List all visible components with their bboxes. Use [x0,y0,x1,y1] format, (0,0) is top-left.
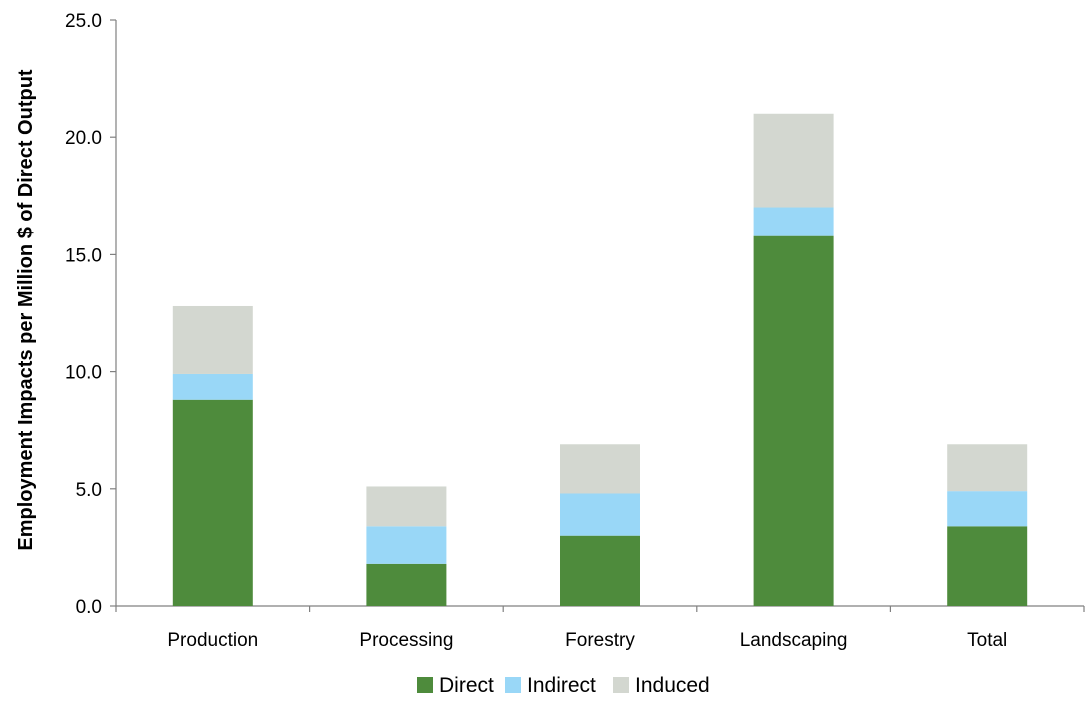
bar-induced-total [947,444,1028,492]
plot-area: 0.0 5.0 10.0 15.0 20.0 25.0 Production Processi… [65,11,1085,651]
legend-label-induced: Induced [635,674,710,697]
y-tick-label: 10.0 [65,363,102,384]
bar-indirect-forestry [560,493,640,536]
bar-induced-landscaping [753,113,834,208]
bar-direct-total [947,526,1028,606]
legend-swatch-indirect [505,677,521,693]
bar-indirect-processing [366,526,447,564]
bar-induced-production [172,305,253,374]
x-tick-label: Forestry [565,630,635,651]
x-tick-label: Landscaping [740,630,848,651]
bar-direct-production [172,399,253,606]
bar-induced-processing [366,486,447,527]
legend-swatch-induced [613,677,629,693]
legend-label-direct: Direct [439,674,494,697]
x-tick-label: Production [167,630,258,651]
y-axis-label: Employment Impacts per Million $ of Dire… [15,69,37,551]
legend-label-indirect: Indirect [527,674,596,697]
y-tick-label: 15.0 [65,245,102,266]
bar-indirect-landscaping [753,207,834,236]
bar-induced-forestry [560,444,640,494]
bar-indirect-production [172,373,253,400]
legend: Direct Indirect Induced [417,674,710,697]
bar-indirect-total [947,491,1028,527]
bar-direct-landscaping [753,235,834,606]
x-tick-label: Processing [359,630,453,651]
y-tick-label: 0.0 [76,597,102,618]
bar-direct-processing [366,563,447,606]
x-tick-label: Total [967,630,1007,651]
y-tick-label: 25.0 [65,11,102,32]
bar-direct-forestry [560,535,640,606]
y-tick-label: 5.0 [76,480,102,501]
y-tick-label: 20.0 [65,128,102,149]
legend-swatch-direct [417,677,433,693]
